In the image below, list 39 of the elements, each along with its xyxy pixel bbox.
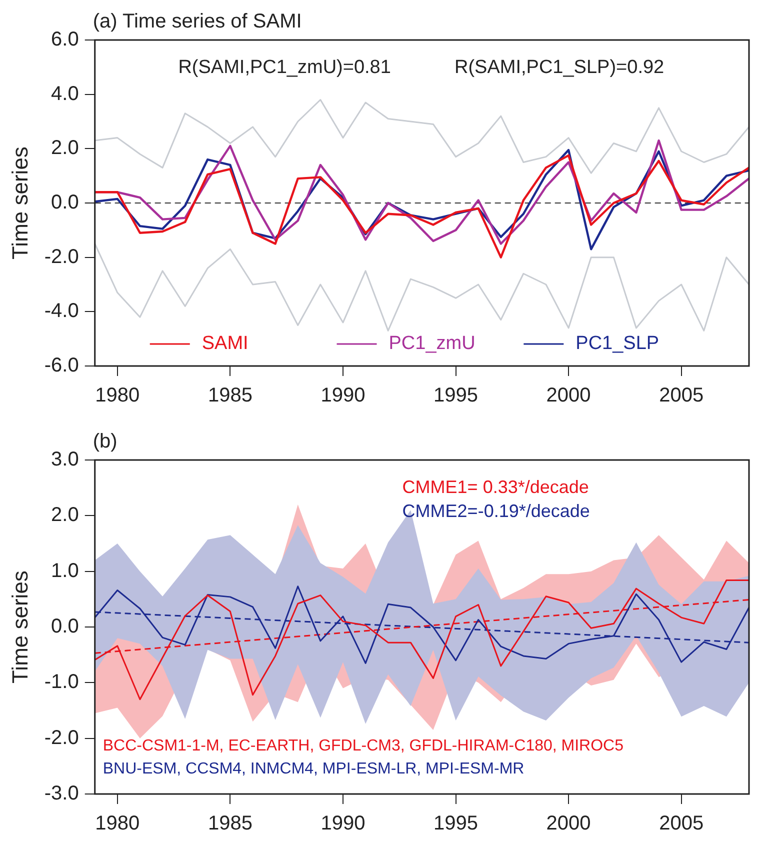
x-tick-label: 1980 <box>95 384 140 407</box>
y-tick-label: 2.0 <box>51 137 79 160</box>
y-tick-label: 3.0 <box>51 448 79 471</box>
legend-label: PC1_zmU <box>388 333 476 354</box>
x-tick-label: 1985 <box>208 384 252 407</box>
y-tick-label: -2.0 <box>44 726 79 749</box>
y-axis-title: Time series <box>7 570 32 684</box>
annotation: BCC-CSM1-1-M, EC-EARTH, GFDL-CM3, GFDL-HIRAM-C180, MIROC5 <box>102 737 624 754</box>
x-tick-label: 2005 <box>659 812 704 835</box>
x-tick-label: 1990 <box>320 812 366 835</box>
y-tick-label: 2.0 <box>51 504 79 526</box>
x-tick-label: 1990 <box>320 384 366 407</box>
y-tick-label: 1.0 <box>51 560 79 582</box>
x-tick-label: 1995 <box>434 384 478 407</box>
x-tick-label: 1995 <box>434 812 478 835</box>
chart-title: (a) Time series of SAMI <box>92 10 302 33</box>
x-tick-label: 2000 <box>546 384 591 407</box>
y-tick-label: 6.0 <box>51 28 79 51</box>
annotation: CMME1= 0.33*/decade <box>402 476 589 497</box>
x-tick-label: 2005 <box>659 384 704 407</box>
y-tick-label: -6.0 <box>44 354 79 377</box>
annotation: R(SAMI,PC1_SLP)=0.92 <box>454 57 664 78</box>
x-tick-label: 1985 <box>208 812 252 835</box>
y-tick-label: -3.0 <box>44 782 79 805</box>
y-tick-label: 4.0 <box>51 82 79 105</box>
chart-title: (b) <box>92 430 118 453</box>
annotation: R(SAMI,PC1_zmU)=0.81 <box>178 57 391 78</box>
annotation: CMME2=-0.19*/decade <box>402 500 590 521</box>
legend-label: SAMI <box>202 333 248 354</box>
x-tick-label: 2000 <box>546 812 591 835</box>
legend-label: PC1_SLP <box>576 333 660 354</box>
y-tick-label: -4.0 <box>44 300 79 322</box>
y-tick-label: 0.0 <box>51 616 79 638</box>
y-tick-label: -1.0 <box>44 671 79 694</box>
y-tick-label: -2.0 <box>44 246 79 268</box>
y-tick-label: 0.0 <box>51 192 79 214</box>
y-axis-title: Time series <box>7 146 32 260</box>
x-tick-label: 1980 <box>95 812 140 835</box>
annotation: BNU-ESM, CCSM4, INMCM4, MPI-ESM-LR, MPI-ESM-MR <box>102 760 524 778</box>
